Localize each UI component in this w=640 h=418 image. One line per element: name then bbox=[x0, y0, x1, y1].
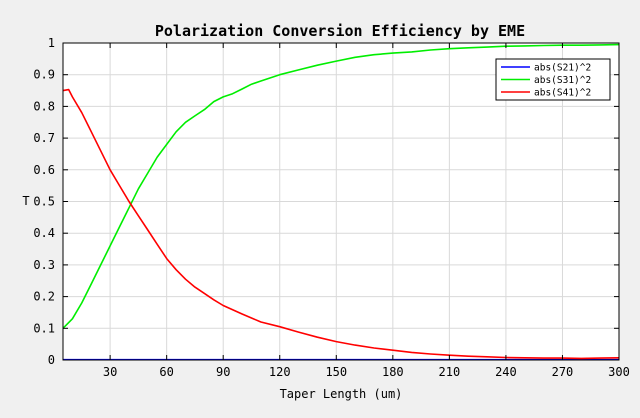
y-tick-label: 0.2 bbox=[33, 290, 55, 304]
x-tick-label: 60 bbox=[159, 365, 173, 379]
x-tick-label: 210 bbox=[439, 365, 461, 379]
y-tick-label: 0 bbox=[48, 353, 55, 367]
x-tick-label: 90 bbox=[216, 365, 230, 379]
x-tick-label: 300 bbox=[608, 365, 630, 379]
y-tick-label: 0.8 bbox=[33, 99, 55, 113]
y-tick-label: 0.5 bbox=[33, 195, 55, 209]
y-tick-label: 0.9 bbox=[33, 68, 55, 82]
series-s41-line bbox=[62, 88, 620, 360]
y-tick-label: 0.7 bbox=[33, 131, 55, 145]
y-tick-label: 0.1 bbox=[33, 321, 55, 335]
legend-label-s41: abs(S41)^2 bbox=[534, 88, 591, 99]
x-tick-label: 180 bbox=[382, 365, 404, 379]
x-tick-label: 30 bbox=[103, 365, 117, 379]
legend-label-s31: abs(S31)^2 bbox=[534, 75, 591, 86]
y-tick-label: 0.6 bbox=[33, 163, 55, 177]
x-tick-label: 240 bbox=[495, 365, 517, 379]
chart-title: Polarization Conversion Efficiency by EM… bbox=[155, 22, 525, 40]
ticks: 30 60 90 120 150 180 210 240 270 300 0 0.1 0.2 0.3 0.4… bbox=[33, 36, 630, 379]
x-tick-label: 150 bbox=[325, 365, 347, 379]
y-tick-label: 1 bbox=[48, 36, 55, 50]
series-s31-line bbox=[62, 43, 620, 329]
y-tick-label: 0.4 bbox=[33, 226, 55, 240]
x-tick-label: 270 bbox=[552, 365, 574, 379]
legend: abs(S21)^2 abs(S31)^2 abs(S41)^2 bbox=[495, 58, 611, 101]
y-tick-label: 0.3 bbox=[33, 258, 55, 272]
x-tick-label: 120 bbox=[269, 365, 291, 379]
x-axis-label: Taper Length (um) bbox=[280, 387, 403, 401]
y-axis-label: T bbox=[22, 194, 29, 208]
legend-label-s21: abs(S21)^2 bbox=[534, 63, 591, 74]
